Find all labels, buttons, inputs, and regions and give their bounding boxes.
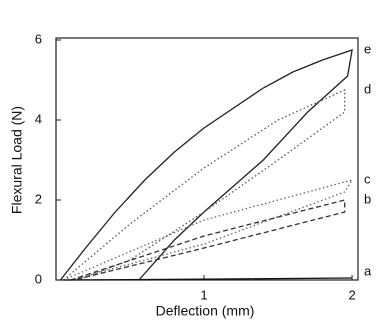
y-axis-label: Flexural Load (N) xyxy=(9,106,25,214)
legend-label: d xyxy=(364,81,371,96)
x-tick-label: 1 xyxy=(200,287,207,302)
series-line xyxy=(59,49,353,281)
y-tick-label: 0 xyxy=(35,271,42,286)
legend-label: e xyxy=(364,41,371,56)
legend-label: a xyxy=(364,263,372,278)
x-tick-label: 2 xyxy=(348,287,355,302)
legend-label: c xyxy=(364,171,371,186)
series-line xyxy=(63,178,354,281)
y-tick-label: 4 xyxy=(35,111,42,126)
legend-label: b xyxy=(364,191,371,206)
series-line xyxy=(62,88,346,281)
plot-frame xyxy=(55,37,359,281)
x-axis-label: Deflection (mm) xyxy=(156,303,255,319)
y-tick-label: 6 xyxy=(35,31,42,46)
series-line xyxy=(63,277,353,281)
y-tick-label: 2 xyxy=(35,191,42,206)
series-line xyxy=(70,199,346,281)
